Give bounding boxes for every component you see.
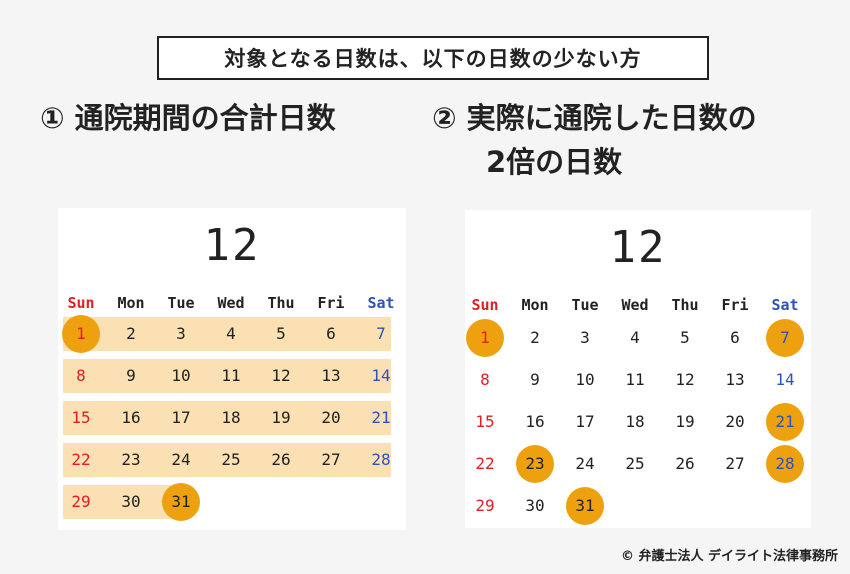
period-band-row [63, 443, 391, 477]
calendar-day: 2 [126, 324, 136, 343]
period-band-row [63, 401, 391, 435]
calendar-day: 18 [221, 408, 241, 427]
weekday-mon: Mon [117, 294, 145, 312]
day-circle-marker [766, 403, 804, 441]
calendar-day: 7 [780, 328, 790, 347]
calendar-visit-days: 12 Sun Mon Tue Wed Thu Fri Sat 1 2 3 4 5 6 7 8 9 10 11 12 1… [465, 210, 811, 528]
calendar-day: 31 [171, 492, 191, 511]
calendar-day: 15 [71, 408, 91, 427]
calendar-day: 16 [525, 412, 545, 431]
day-circle-marker [466, 319, 504, 357]
calendar-day: 6 [730, 328, 740, 347]
weekday-wed: Wed [621, 296, 649, 314]
calendar-day: 10 [171, 366, 191, 385]
heading-double-visits: ② 実際に通院した日数の [432, 101, 757, 135]
day-circle-marker [516, 445, 554, 483]
calendar-day: 1 [76, 324, 86, 343]
day-circle-marker [62, 315, 100, 353]
calendar-day: 17 [171, 408, 191, 427]
calendar-day: 5 [680, 328, 690, 347]
calendar-day: 25 [625, 454, 645, 473]
period-band-row [63, 485, 181, 519]
calendar-total-period: 12 Sun Mon Tue Wed Thu Fri Sat 1 2 3 4 5 6 7 8 9 10 11 12 1… [58, 208, 406, 530]
condition-banner: 対象となる日数は、以下の日数の少ない方 [157, 36, 709, 80]
calendar-day: 21 [371, 408, 391, 427]
calendar-day: 19 [675, 412, 695, 431]
day-circle-marker [566, 487, 604, 525]
calendar-day: 22 [71, 450, 91, 469]
calendar-day: 8 [480, 370, 490, 389]
calendar-day: 3 [176, 324, 186, 343]
calendar-day: 30 [525, 496, 545, 515]
day-circle-marker [766, 445, 804, 483]
day-circle-marker [766, 319, 804, 357]
calendar-day: 28 [775, 454, 795, 473]
weekday-thu: Thu [267, 294, 295, 312]
weekday-sat: Sat [367, 294, 395, 312]
calendar-day: 26 [271, 450, 291, 469]
calendar-month: 12 [609, 222, 667, 273]
calendar-day: 7 [376, 324, 386, 343]
calendar-day: 4 [226, 324, 236, 343]
calendar-day: 11 [625, 370, 645, 389]
calendar-day: 24 [171, 450, 191, 469]
calendar-day: 5 [276, 324, 286, 343]
weekday-wed: Wed [217, 294, 245, 312]
calendar-day: 4 [630, 328, 640, 347]
calendar-day: 23 [121, 450, 141, 469]
weekday-sun: Sun [471, 296, 499, 314]
calendar-day: 9 [530, 370, 540, 389]
calendar-day: 26 [675, 454, 695, 473]
calendar-day: 13 [321, 366, 341, 385]
calendar-day: 1 [480, 328, 490, 347]
calendar-day: 9 [126, 366, 136, 385]
calendar-day: 27 [725, 454, 745, 473]
calendar-day: 15 [475, 412, 495, 431]
calendar-day: 8 [76, 366, 86, 385]
calendar-day: 29 [475, 496, 495, 515]
heading-total-period: ① 通院期間の合計日数 [40, 101, 336, 135]
period-band-row [63, 359, 391, 393]
calendar-day: 12 [675, 370, 695, 389]
calendar-day: 31 [575, 496, 595, 515]
calendar-day: 3 [580, 328, 590, 347]
calendar-day: 21 [775, 412, 795, 431]
calendar-day: 11 [221, 366, 241, 385]
weekday-tue: Tue [167, 294, 195, 312]
calendar-day: 20 [321, 408, 341, 427]
calendar-day: 14 [775, 370, 795, 389]
calendar-day: 19 [271, 408, 291, 427]
calendar-day: 17 [575, 412, 595, 431]
calendar-day: 10 [575, 370, 595, 389]
weekday-sun: Sun [67, 294, 95, 312]
day-circle-marker [162, 483, 200, 521]
calendar-day: 24 [575, 454, 595, 473]
calendar-day: 27 [321, 450, 341, 469]
weekday-fri: Fri [317, 294, 345, 312]
calendar-day: 30 [121, 492, 141, 511]
weekday-sat: Sat [771, 296, 799, 314]
heading-double-visits-line2: 2倍の日数 [486, 145, 623, 179]
calendar-day: 20 [725, 412, 745, 431]
calendar-day: 14 [371, 366, 391, 385]
calendar-month: 12 [203, 220, 261, 271]
calendar-day: 13 [725, 370, 745, 389]
calendar-day: 6 [326, 324, 336, 343]
copyright-notice: © 弁護士法人 デイライト法律事務所 [620, 549, 838, 564]
weekday-mon: Mon [521, 296, 549, 314]
calendar-day: 29 [71, 492, 91, 511]
calendar-day: 25 [221, 450, 241, 469]
weekday-thu: Thu [671, 296, 699, 314]
calendar-day: 28 [371, 450, 391, 469]
calendar-day: 22 [475, 454, 495, 473]
weekday-fri: Fri [721, 296, 749, 314]
calendar-day: 12 [271, 366, 291, 385]
period-band-row [63, 317, 391, 351]
calendar-day: 2 [530, 328, 540, 347]
calendar-day: 18 [625, 412, 645, 431]
weekday-tue: Tue [571, 296, 599, 314]
calendar-day: 16 [121, 408, 141, 427]
calendar-day: 23 [525, 454, 545, 473]
